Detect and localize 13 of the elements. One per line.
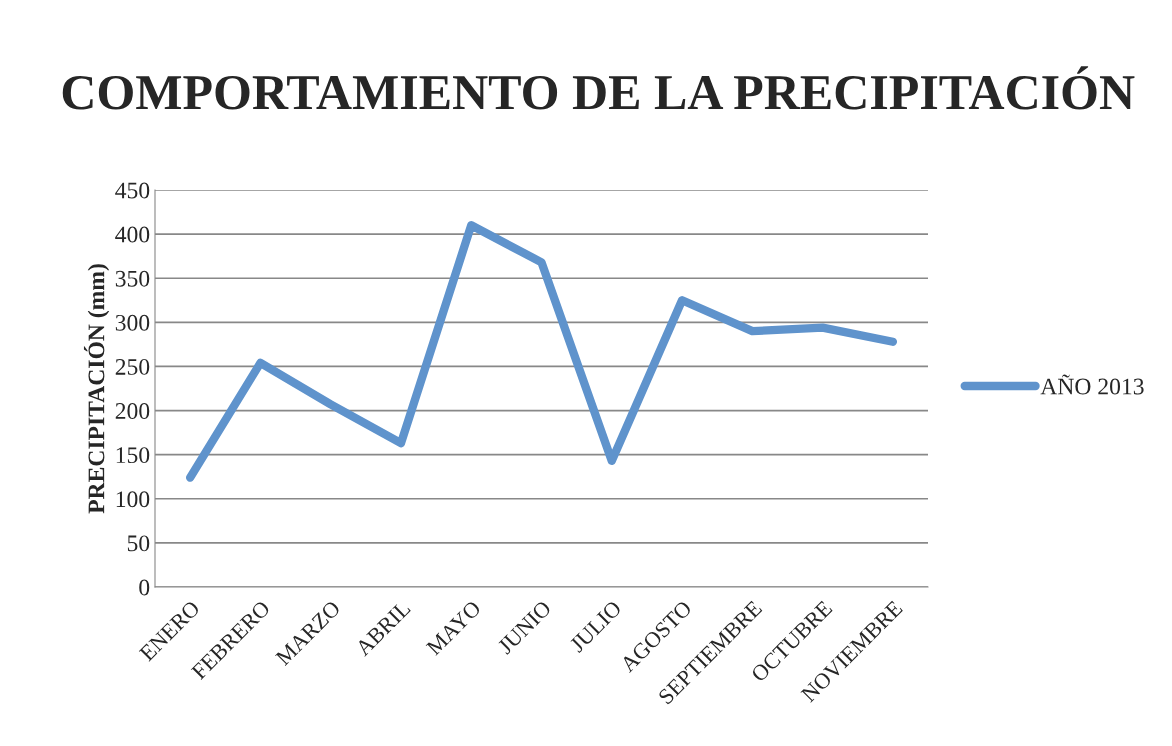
y-tick-label: 300 bbox=[115, 314, 150, 331]
y-tick-label: 150 bbox=[116, 447, 150, 464]
y-tick-label: 0 bbox=[139, 579, 150, 596]
y-tick-label: 100 bbox=[116, 491, 150, 508]
y-tick-label: 50 bbox=[127, 535, 150, 552]
y-tick-label: 200 bbox=[115, 403, 150, 419]
y-tick-label: 450 bbox=[115, 182, 150, 199]
y-tick-label: 250 bbox=[115, 358, 150, 375]
y-axis-title: PRECIPITACIÓN (mm) bbox=[83, 264, 110, 514]
chart-title: COMPORTAMIENTO DE LA PRECIPITACIÓN bbox=[62, 66, 1135, 110]
y-tick-label: 400 bbox=[115, 226, 150, 243]
legend-label: AÑO 2013 bbox=[1040, 374, 1144, 395]
y-tick-label: 350 bbox=[115, 270, 150, 287]
